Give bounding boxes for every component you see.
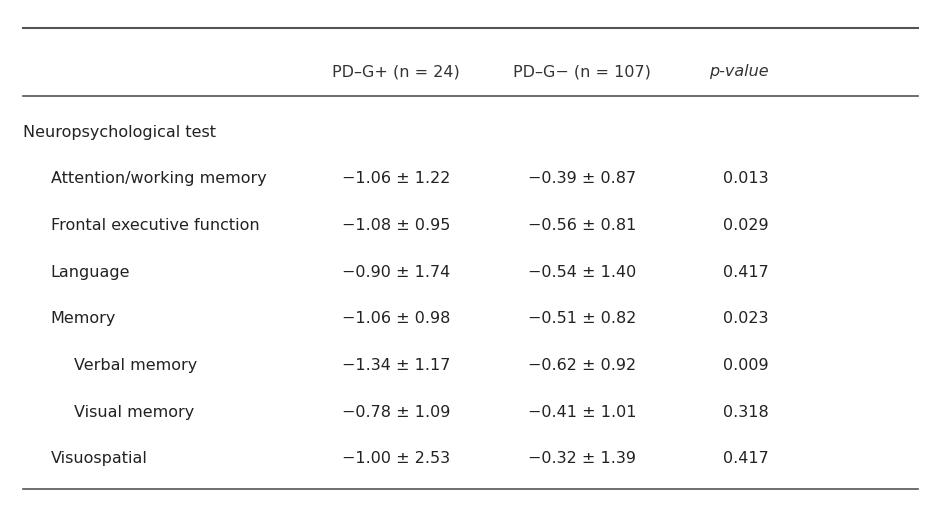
Text: −0.54 ± 1.40: −0.54 ± 1.40 — [528, 264, 636, 279]
Text: Frontal executive function: Frontal executive function — [51, 217, 260, 233]
Text: 0.318: 0.318 — [724, 404, 769, 419]
Text: −0.39 ± 0.87: −0.39 ± 0.87 — [528, 171, 636, 186]
Text: Attention/working memory: Attention/working memory — [51, 171, 266, 186]
Text: 0.013: 0.013 — [724, 171, 769, 186]
Text: −0.41 ± 1.01: −0.41 ± 1.01 — [528, 404, 637, 419]
Text: 0.009: 0.009 — [724, 357, 769, 372]
Text: −0.62 ± 0.92: −0.62 ± 0.92 — [528, 357, 636, 372]
Text: −0.90 ± 1.74: −0.90 ± 1.74 — [342, 264, 450, 279]
Text: Language: Language — [51, 264, 130, 279]
Text: −0.51 ± 0.82: −0.51 ± 0.82 — [528, 310, 637, 326]
Text: −1.06 ± 1.22: −1.06 ± 1.22 — [342, 171, 450, 186]
Text: −0.78 ± 1.09: −0.78 ± 1.09 — [342, 404, 450, 419]
Text: −1.34 ± 1.17: −1.34 ± 1.17 — [342, 357, 450, 372]
Text: −1.08 ± 0.95: −1.08 ± 0.95 — [342, 217, 450, 233]
Text: 0.029: 0.029 — [724, 217, 769, 233]
Text: p-value: p-value — [710, 64, 769, 79]
Text: 0.417: 0.417 — [724, 450, 769, 465]
Text: 0.023: 0.023 — [724, 310, 769, 326]
Text: Memory: Memory — [51, 310, 116, 326]
Text: −1.06 ± 0.98: −1.06 ± 0.98 — [342, 310, 450, 326]
Text: Verbal memory: Verbal memory — [74, 357, 198, 372]
Text: PD–G+ (n = 24): PD–G+ (n = 24) — [332, 64, 460, 79]
Text: Neuropsychological test: Neuropsychological test — [23, 124, 215, 139]
Text: Visuospatial: Visuospatial — [51, 450, 148, 465]
Text: −1.00 ± 2.53: −1.00 ± 2.53 — [342, 450, 450, 465]
Text: −0.32 ± 1.39: −0.32 ± 1.39 — [529, 450, 636, 465]
Text: PD–G− (n = 107): PD–G− (n = 107) — [514, 64, 651, 79]
Text: −0.56 ± 0.81: −0.56 ± 0.81 — [528, 217, 637, 233]
Text: Visual memory: Visual memory — [74, 404, 195, 419]
Text: 0.417: 0.417 — [724, 264, 769, 279]
